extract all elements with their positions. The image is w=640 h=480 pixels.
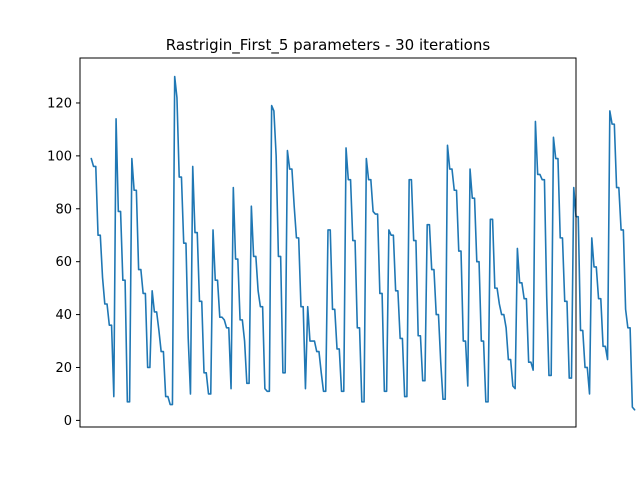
y-tick-label: 60 [55, 255, 72, 270]
chart-title: Rastrigin_First_5 parameters - 30 iterat… [166, 36, 491, 55]
y-tick-label: 120 [47, 96, 72, 111]
y-tick-label: 20 [55, 361, 72, 376]
y-tick-label: 0 [64, 414, 72, 429]
y-tick-label: 100 [47, 149, 72, 164]
y-tick-label: 40 [55, 308, 72, 323]
series-line-0 [90, 75, 636, 411]
axes-frame [79, 57, 577, 428]
y-tick-label: 80 [55, 202, 72, 217]
plot-area: 0 20 40 60 80 100 120 [47, 57, 636, 429]
